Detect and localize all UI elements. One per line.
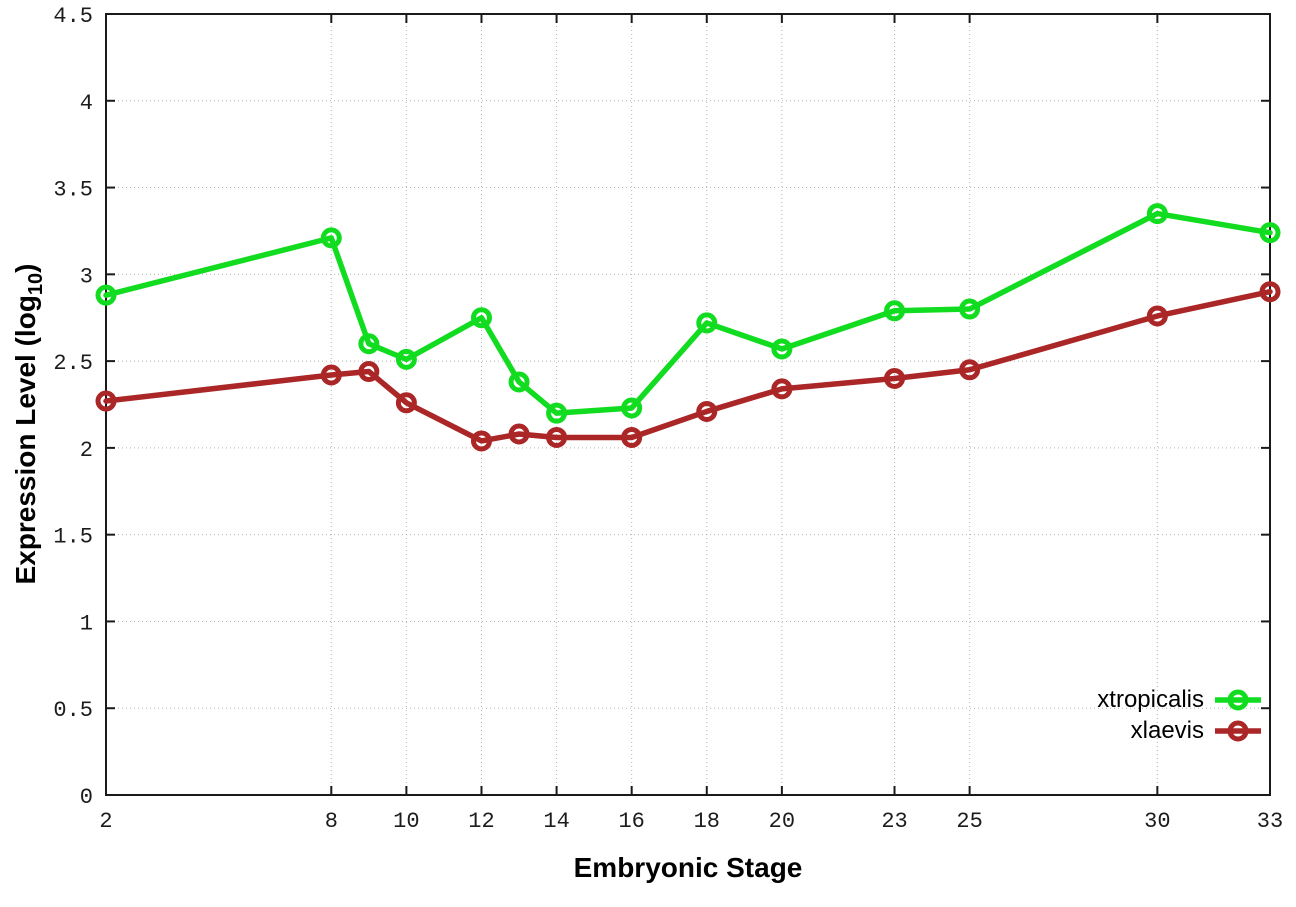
y-tick-label: 1.5 — [53, 525, 93, 550]
data-point-xtropicalis — [771, 338, 793, 360]
data-point-xlaevis — [884, 367, 906, 389]
data-point-xtropicalis — [395, 348, 417, 370]
series-line-xlaevis — [103, 288, 1273, 444]
data-point-xlaevis — [1146, 305, 1168, 327]
data-point-xlaevis — [470, 430, 492, 452]
legend-sample-line-icon — [1215, 720, 1261, 741]
y-axis-title-subscript: 10 — [25, 272, 47, 296]
x-tick-label: 14 — [543, 809, 569, 834]
legend: xtropicalis xlaevis — [1097, 684, 1262, 746]
x-tick-label: 20 — [769, 809, 795, 834]
y-tick-label: 0.5 — [53, 698, 93, 723]
data-point-xtropicalis — [470, 307, 492, 329]
x-tick-label: 18 — [694, 809, 720, 834]
y-axis-title: Expression Level (log10) — [10, 263, 47, 585]
data-point-xtropicalis — [959, 298, 981, 320]
y-tick-label: 2 — [80, 438, 93, 463]
y-tick-label: 0 — [80, 785, 93, 810]
data-point-xtropicalis — [1146, 203, 1168, 225]
x-tick-label: 25 — [956, 809, 982, 834]
y-tick-label: 3 — [80, 264, 93, 289]
x-tick-label: 33 — [1257, 809, 1283, 834]
x-tick-label: 12 — [468, 809, 494, 834]
data-point-xtropicalis — [1259, 222, 1281, 244]
data-point-xlaevis — [1259, 281, 1281, 303]
data-point-xtropicalis — [508, 371, 530, 393]
legend-row-xtropicalis: xtropicalis — [1097, 684, 1262, 715]
x-tick-label: 10 — [393, 809, 419, 834]
data-point-xtropicalis — [546, 402, 568, 424]
data-point-xlaevis — [621, 426, 643, 448]
x-tick-label: 2 — [99, 809, 112, 834]
data-point-xlaevis — [320, 364, 342, 386]
data-point-xtropicalis — [884, 300, 906, 322]
legend-label-xtropicalis: xtropicalis — [1097, 685, 1204, 713]
legend-sample-line-icon — [1215, 689, 1261, 710]
plot-border — [105, 13, 1271, 796]
data-point-xlaevis — [95, 390, 117, 412]
legend-label-xlaevis: xlaevis — [1130, 716, 1204, 744]
x-tick-label: 30 — [1144, 809, 1170, 834]
y-axis-title-close: ) — [10, 263, 41, 273]
y-tick-label: 4 — [80, 91, 93, 116]
y-tick-label: 4.5 — [53, 4, 93, 29]
data-point-xlaevis — [358, 361, 380, 383]
data-point-xlaevis — [508, 423, 530, 445]
data-point-xtropicalis — [95, 284, 117, 306]
x-tick-label: 8 — [325, 809, 338, 834]
data-point-xlaevis — [959, 359, 981, 381]
data-point-xlaevis — [771, 378, 793, 400]
y-axis-title-text: Expression Level (log — [10, 295, 41, 585]
y-tick-label: 1 — [80, 611, 93, 636]
y-tick-label: 3.5 — [53, 178, 93, 203]
data-point-xlaevis — [546, 426, 568, 448]
data-point-xtropicalis — [621, 397, 643, 419]
data-point-xtropicalis — [320, 227, 342, 249]
legend-row-xlaevis: xlaevis — [1097, 715, 1262, 746]
data-point-xlaevis — [696, 400, 718, 422]
data-point-xlaevis — [395, 392, 417, 414]
data-point-xtropicalis — [358, 333, 380, 355]
x-tick-label: 23 — [881, 809, 907, 834]
x-tick-label: 16 — [618, 809, 644, 834]
data-point-xtropicalis — [696, 312, 718, 334]
y-tick-label: 2.5 — [53, 351, 93, 376]
x-axis-title: Embryonic Stage — [573, 852, 803, 883]
